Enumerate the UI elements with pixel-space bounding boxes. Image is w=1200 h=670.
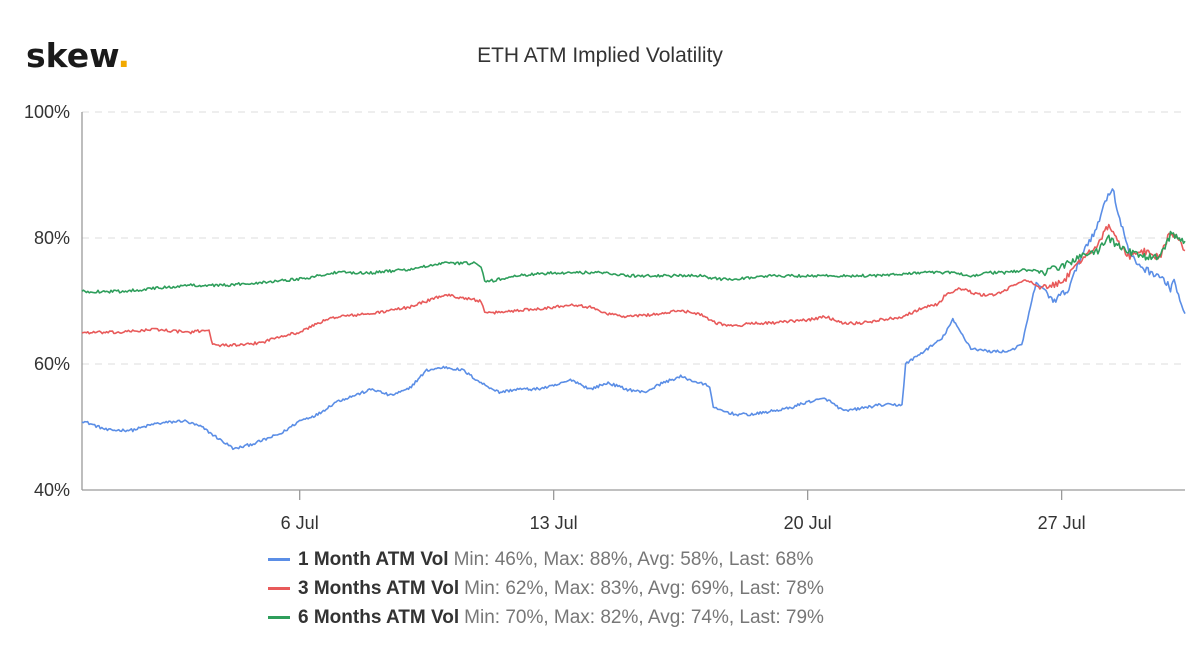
chart-legend: 1 Month ATM Vol Min: 46%, Max: 88%, Avg: … xyxy=(268,545,824,632)
series-line-3 xyxy=(81,230,1186,294)
logo-text: skew xyxy=(26,36,118,75)
y-tick-label: 40% xyxy=(34,480,70,500)
legend-series-stats: Min: 70%, Max: 82%, Avg: 74%, Last: 79% xyxy=(464,607,824,628)
legend-series-name: 3 Months ATM Vol xyxy=(298,578,460,599)
skew-logo: skew. xyxy=(26,36,130,75)
grid-layer xyxy=(82,111,1185,365)
y-tick-label: 80% xyxy=(34,228,70,248)
x-tick-label: 27 Jul xyxy=(1038,513,1086,533)
x-tick-label: 6 Jul xyxy=(281,513,319,533)
logo-dot: . xyxy=(117,36,131,75)
y-tick-label: 100% xyxy=(24,102,70,122)
legend-series-stats: Min: 62%, Max: 83%, Avg: 69%, Last: 78% xyxy=(464,578,824,599)
legend-swatch xyxy=(268,587,290,590)
legend-series-name: 1 Month ATM Vol xyxy=(298,549,449,570)
legend-item-2[interactable]: 3 Months ATM Vol Min: 62%, Max: 83%, Avg:… xyxy=(268,574,824,603)
x-tick-label: 13 Jul xyxy=(530,513,578,533)
series-layer xyxy=(81,188,1186,451)
series-line-1 xyxy=(81,188,1186,451)
legend-series-name: 6 Months ATM Vol xyxy=(298,607,460,628)
legend-item-3[interactable]: 6 Months ATM Vol Min: 70%, Max: 82%, Avg:… xyxy=(268,603,824,632)
legend-item-1[interactable]: 1 Month ATM Vol Min: 46%, Max: 88%, Avg: … xyxy=(268,545,824,574)
x-tick-label: 20 Jul xyxy=(784,513,832,533)
y-tick-label: 60% xyxy=(34,354,70,374)
axis-layer: 40% 60% 80% 100% 6 Jul 13 Jul 20 Jul 27 Jul xyxy=(24,102,1185,533)
chart-title: ETH ATM Implied Volatility xyxy=(477,44,723,67)
legend-swatch xyxy=(268,616,290,619)
legend-series-stats: Min: 46%, Max: 88%, Avg: 58%, Last: 68% xyxy=(453,549,814,570)
series-line-2 xyxy=(81,223,1186,348)
legend-swatch xyxy=(268,558,290,561)
